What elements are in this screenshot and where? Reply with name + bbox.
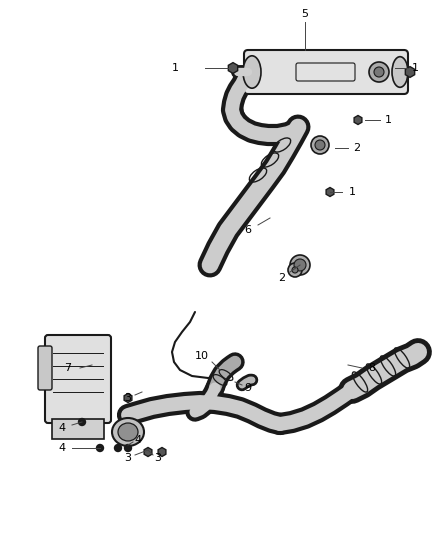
FancyBboxPatch shape: [38, 346, 52, 390]
Text: 3: 3: [124, 453, 131, 463]
Ellipse shape: [392, 56, 408, 87]
Circle shape: [96, 445, 103, 451]
Text: 1: 1: [349, 187, 356, 197]
Text: 1: 1: [385, 115, 392, 125]
Polygon shape: [326, 188, 334, 197]
Circle shape: [315, 140, 325, 150]
Circle shape: [114, 445, 121, 451]
Text: 1: 1: [411, 63, 418, 73]
Text: 5: 5: [301, 9, 308, 19]
Polygon shape: [354, 116, 362, 125]
Text: 7: 7: [64, 363, 71, 373]
Polygon shape: [228, 62, 238, 74]
Text: 9: 9: [244, 383, 251, 393]
Text: 2: 2: [353, 143, 360, 153]
Text: 8: 8: [368, 363, 375, 373]
Circle shape: [311, 136, 329, 154]
Ellipse shape: [243, 56, 261, 88]
Circle shape: [292, 267, 298, 273]
Text: 4: 4: [58, 443, 66, 453]
FancyBboxPatch shape: [52, 419, 104, 439]
Polygon shape: [405, 67, 415, 77]
Circle shape: [78, 418, 85, 425]
Text: 3: 3: [155, 453, 162, 463]
Text: 3: 3: [124, 393, 131, 403]
Text: 6: 6: [244, 225, 251, 235]
Ellipse shape: [118, 423, 138, 441]
Circle shape: [374, 67, 384, 77]
Circle shape: [369, 62, 389, 82]
Circle shape: [124, 445, 131, 451]
Text: 10: 10: [195, 351, 209, 361]
Circle shape: [288, 263, 302, 277]
Circle shape: [290, 255, 310, 275]
FancyBboxPatch shape: [244, 50, 408, 94]
Polygon shape: [158, 448, 166, 456]
FancyBboxPatch shape: [45, 335, 111, 423]
Ellipse shape: [112, 418, 144, 446]
Text: 1: 1: [172, 63, 179, 73]
Polygon shape: [124, 393, 132, 402]
Polygon shape: [144, 448, 152, 456]
Text: 4: 4: [58, 423, 66, 433]
Text: 2: 2: [279, 273, 286, 283]
Text: 4: 4: [134, 435, 141, 445]
Circle shape: [294, 259, 306, 271]
